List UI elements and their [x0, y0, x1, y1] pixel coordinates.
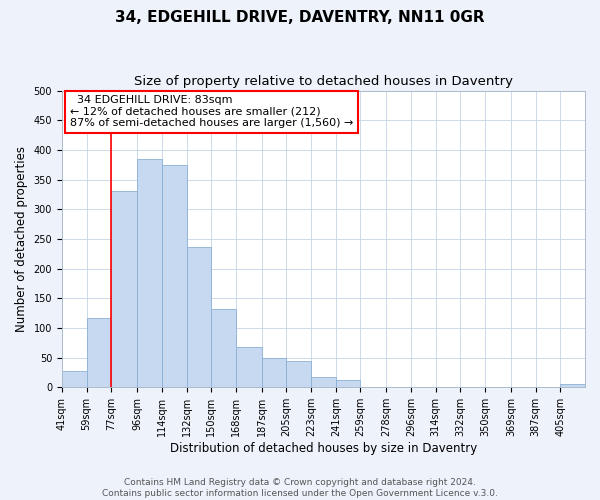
Bar	[211, 309, 236, 388]
Bar	[162, 165, 187, 388]
Bar	[286, 360, 311, 388]
Bar	[311, 376, 336, 388]
Bar	[86, 318, 111, 388]
Y-axis label: Number of detached properties: Number of detached properties	[15, 146, 28, 332]
Bar	[236, 347, 262, 388]
Title: Size of property relative to detached houses in Daventry: Size of property relative to detached ho…	[134, 75, 513, 88]
Bar	[560, 384, 585, 388]
Text: Contains HM Land Registry data © Crown copyright and database right 2024.
Contai: Contains HM Land Registry data © Crown c…	[102, 478, 498, 498]
Bar	[62, 370, 86, 388]
Text: 34, EDGEHILL DRIVE, DAVENTRY, NN11 0GR: 34, EDGEHILL DRIVE, DAVENTRY, NN11 0GR	[115, 10, 485, 25]
Bar	[111, 192, 137, 388]
Bar	[262, 358, 286, 388]
Bar	[187, 246, 211, 388]
Bar	[137, 159, 162, 388]
Bar	[336, 380, 361, 388]
X-axis label: Distribution of detached houses by size in Daventry: Distribution of detached houses by size …	[170, 442, 477, 455]
Text: 34 EDGEHILL DRIVE: 83sqm
← 12% of detached houses are smaller (212)
87% of semi-: 34 EDGEHILL DRIVE: 83sqm ← 12% of detach…	[70, 95, 353, 128]
